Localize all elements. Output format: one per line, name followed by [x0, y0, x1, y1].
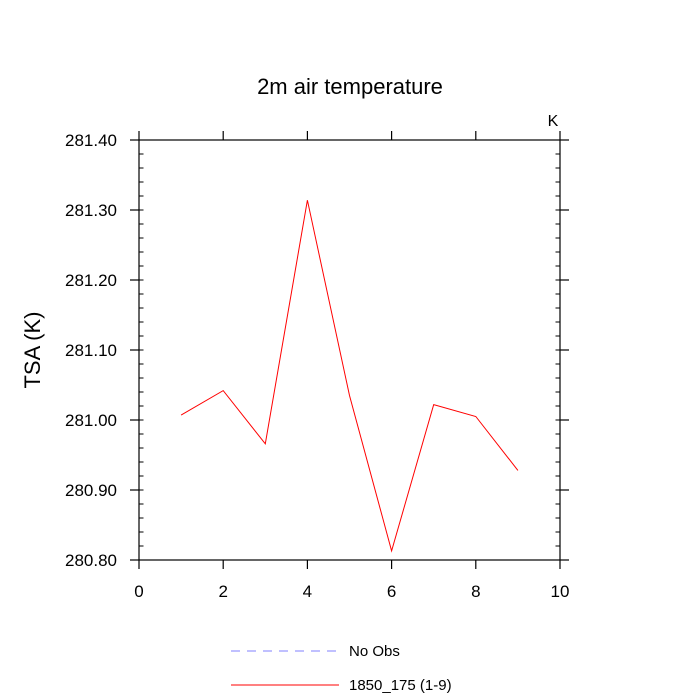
legend-label: 1850_175 (1-9): [349, 677, 452, 694]
x-tick-label: 2: [218, 582, 227, 601]
chart-title: 2m air temperature: [257, 74, 443, 99]
y-tick-label: 281.20: [65, 271, 117, 290]
legend-item: No Obs: [231, 643, 400, 660]
units-label: K: [548, 113, 559, 130]
x-tick-label: 0: [134, 582, 143, 601]
x-tick-label: 6: [387, 582, 396, 601]
y-tick-label: 280.90: [65, 481, 117, 500]
y-tick-label: 281.00: [65, 411, 117, 430]
y-tick-label: 281.10: [65, 341, 117, 360]
x-tick-label: 10: [551, 582, 570, 601]
legend-label: No Obs: [349, 643, 400, 660]
legend: No Obs 1850_175 (1-9): [231, 643, 452, 694]
series-line-1: [180, 200, 519, 553]
x-tick-label: 4: [303, 582, 312, 601]
y-tick-label: 280.80: [65, 551, 117, 570]
y-tick-label: 281.40: [65, 131, 117, 150]
y-axis-label: TSA (K): [20, 311, 45, 388]
series-layer: [180, 200, 519, 553]
legend-item: 1850_175 (1-9): [231, 677, 452, 694]
x-tick-label: 8: [471, 582, 480, 601]
axis-ticks: 0 2 4 6 8 10 280.80 280.90 281.00 281.10 281.20 281…: [65, 131, 569, 601]
y-tick-label: 281.30: [65, 201, 117, 220]
plot-frame: [138, 139, 561, 561]
